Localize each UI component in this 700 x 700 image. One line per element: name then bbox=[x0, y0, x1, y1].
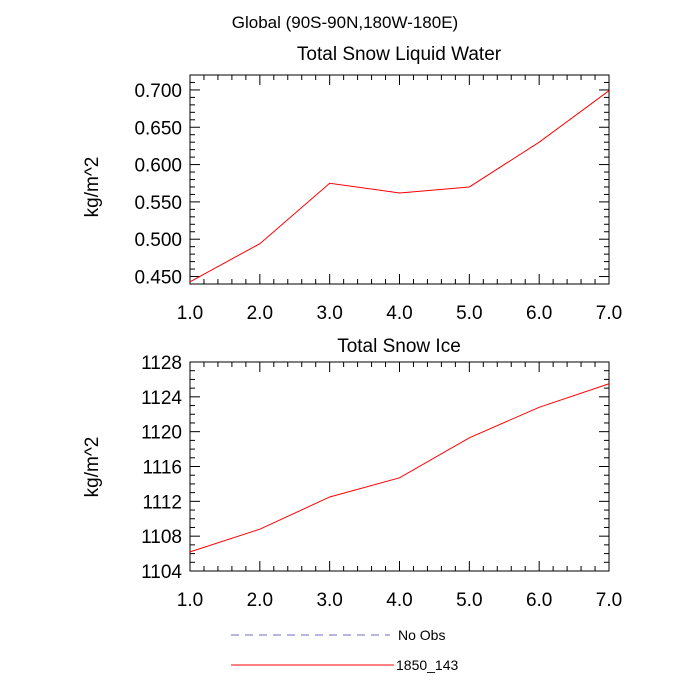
snow-ice-x-tick-label: 5.0 bbox=[456, 590, 482, 611]
snow-ice-y-axis-label: kg/m^2 bbox=[82, 437, 103, 498]
snow-ice-x-tick-label: 3.0 bbox=[316, 590, 342, 611]
snow-ice-y-tick-label: 1128 bbox=[141, 353, 182, 374]
liquid-water-y-tick-label: 0.500 bbox=[134, 230, 182, 251]
snow-ice-x-tick-label: 7.0 bbox=[596, 590, 622, 611]
liquid-water-chart-title: Total Snow Liquid Water bbox=[297, 44, 502, 65]
legend-label-no-obs: No Obs bbox=[398, 627, 445, 643]
legend-label-1850-143: 1850_143 bbox=[396, 657, 459, 673]
liquid-water-x-tick-label: 6.0 bbox=[526, 303, 552, 324]
legend: No Obs 1850_143 bbox=[231, 627, 459, 673]
snow-ice-y-tick-label: 1116 bbox=[143, 458, 182, 479]
snow-ice-x-tick-label: 2.0 bbox=[247, 590, 273, 611]
liquid-water-panel: Total Snow Liquid Water kg/m^2 1.0 2.0 3.0… bbox=[82, 44, 622, 324]
liquid-water-x-tick-label: 2.0 bbox=[247, 303, 273, 324]
snow-ice-x-tick-label: 6.0 bbox=[526, 590, 552, 611]
page-title: Global (90S-90N,180W-180E) bbox=[232, 13, 458, 32]
liquid-water-y-tick-label: 0.550 bbox=[134, 193, 182, 214]
liquid-water-plot-frame bbox=[189, 74, 610, 285]
liquid-water-y-tick-label: 0.600 bbox=[134, 156, 182, 177]
liquid-water-x-tick-label: 5.0 bbox=[456, 303, 482, 324]
liquid-water-y-tick-label: 0.450 bbox=[134, 268, 182, 289]
snow-ice-x-tick-label: 1.0 bbox=[177, 590, 203, 611]
liquid-water-x-tick-label: 4.0 bbox=[386, 303, 412, 324]
snow-ice-plot-frame bbox=[189, 361, 610, 572]
snow-ice-y-tick-label: 1120 bbox=[141, 423, 182, 444]
snow-ice-x-tick-label: 4.0 bbox=[386, 590, 412, 611]
snow-ice-panel: Total Snow Ice kg/m^2 1.0 2.0 3.0 4.0 5.0 6.0… bbox=[82, 336, 622, 611]
snow-ice-y-tick-label: 1108 bbox=[141, 527, 182, 548]
liquid-water-x-tick-label: 7.0 bbox=[596, 303, 622, 324]
liquid-water-y-tick-label: 0.650 bbox=[134, 118, 182, 139]
snow-ice-chart-title: Total Snow Ice bbox=[337, 336, 461, 357]
snow-ice-y-tick-label: 1124 bbox=[141, 388, 182, 409]
liquid-water-series-line bbox=[189, 90, 610, 283]
snow-ice-series-line bbox=[189, 383, 610, 553]
snow-ice-y-tick-label: 1112 bbox=[143, 492, 182, 513]
liquid-water-x-tick-label: 1.0 bbox=[177, 303, 203, 324]
liquid-water-y-axis-label: kg/m^2 bbox=[82, 157, 103, 218]
liquid-water-y-tick-label: 0.700 bbox=[134, 81, 182, 102]
snow-ice-y-tick-label: 1104 bbox=[141, 562, 182, 583]
liquid-water-x-tick-label: 3.0 bbox=[316, 303, 342, 324]
